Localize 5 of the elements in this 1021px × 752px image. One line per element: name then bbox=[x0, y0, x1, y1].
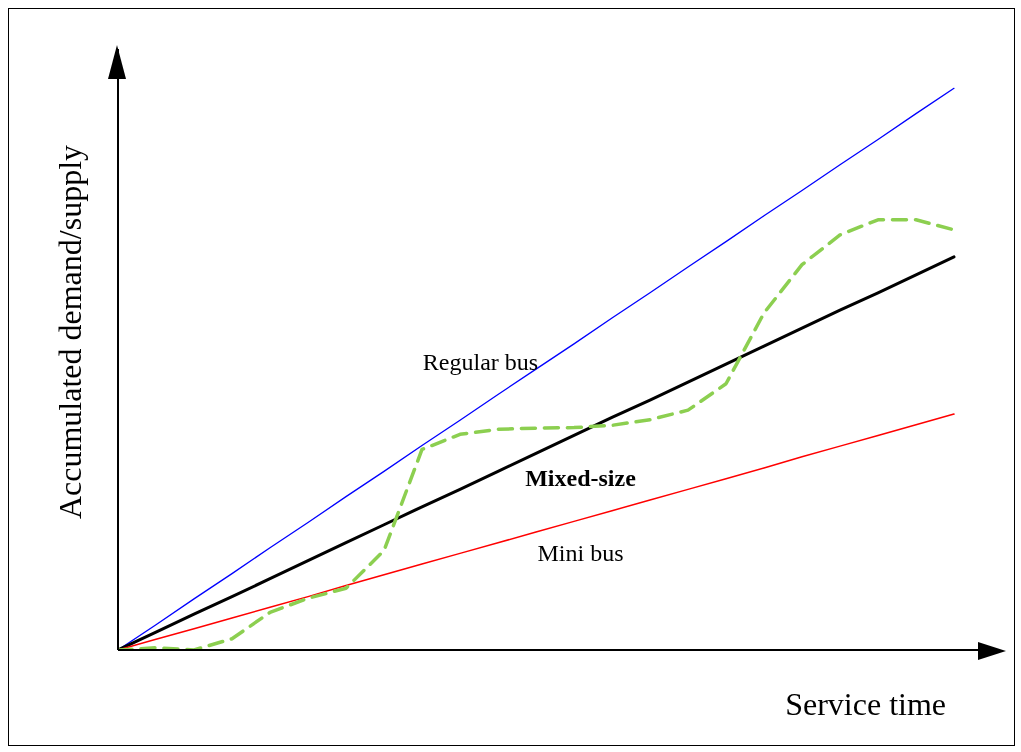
x-axis-title: Service time bbox=[785, 686, 946, 722]
y-axis-title: Accumulated demand/supply bbox=[52, 144, 88, 520]
series-label: Regular bus bbox=[422, 348, 539, 375]
series-label: Mixed-size bbox=[525, 465, 637, 492]
series-label: Mini bus bbox=[537, 539, 624, 566]
